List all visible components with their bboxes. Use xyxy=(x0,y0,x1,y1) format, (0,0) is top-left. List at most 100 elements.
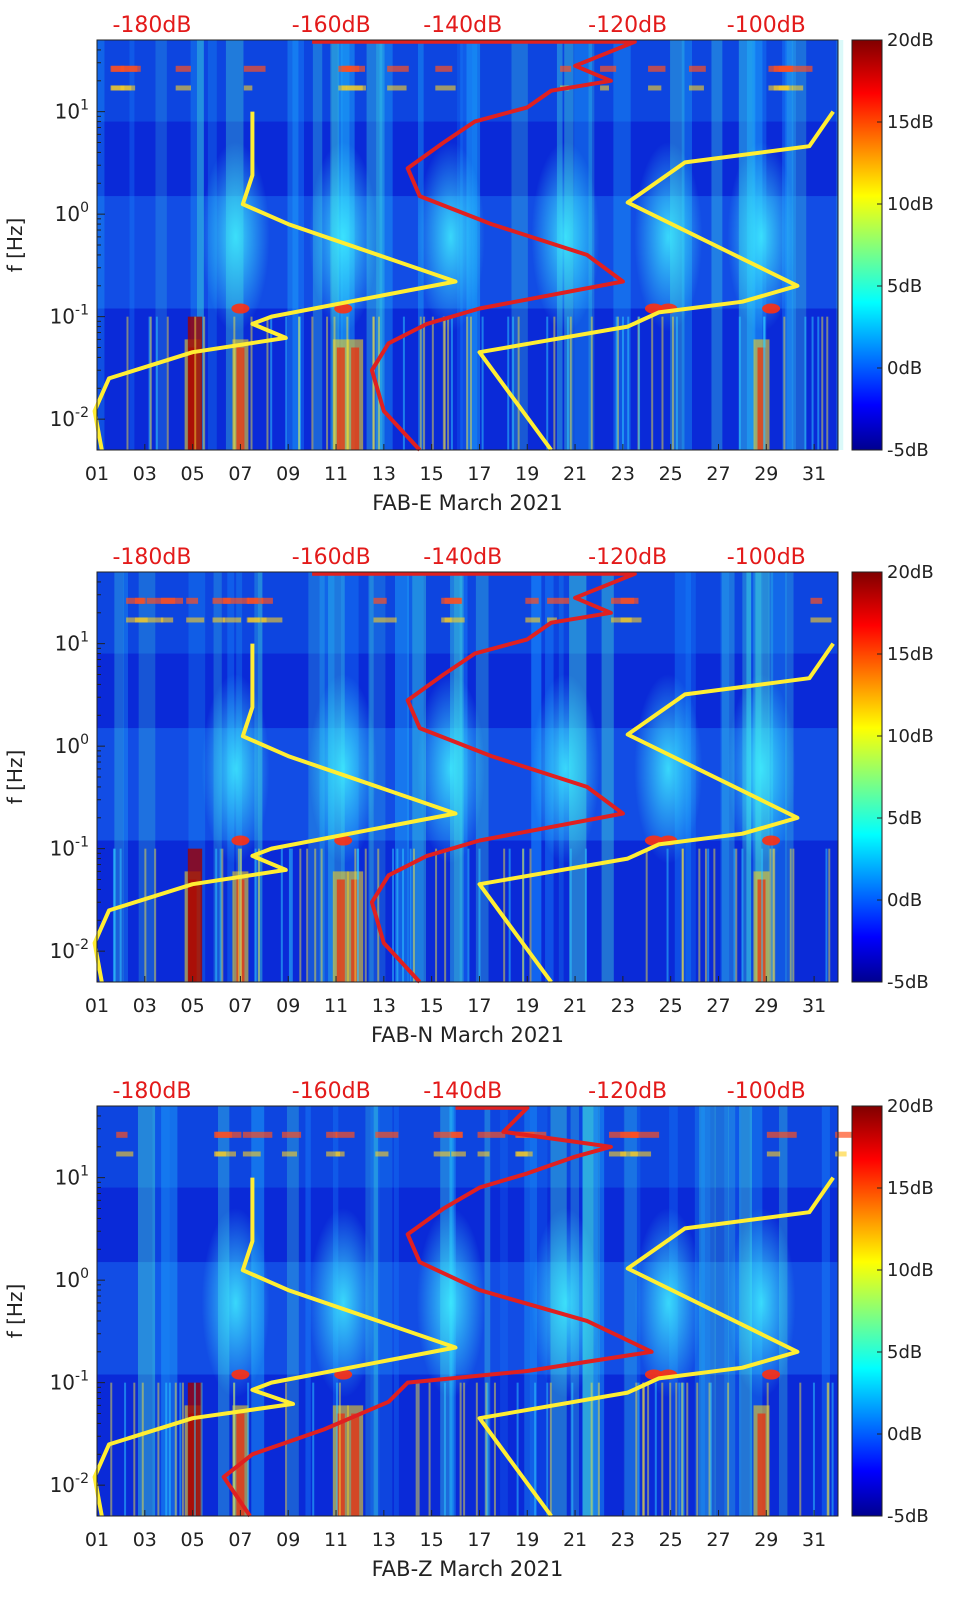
x-tick-label: 11 xyxy=(324,1529,348,1551)
y-tick-label: 101 xyxy=(55,630,89,656)
series-line-red xyxy=(312,39,637,452)
x-tick-label: 25 xyxy=(659,995,683,1017)
series-line-yellow xyxy=(92,111,458,451)
x-tick-label: 27 xyxy=(706,463,730,485)
colorbar xyxy=(851,39,883,451)
x-tick-label: 31 xyxy=(802,995,826,1017)
series-line-yellow xyxy=(92,643,458,983)
top-db-tick-label: -180dB xyxy=(112,1079,191,1104)
x-tick-label: 05 xyxy=(181,463,205,485)
x-tick-label: 29 xyxy=(754,995,778,1017)
top-db-tick-label: -120dB xyxy=(588,1079,667,1104)
heatmap-image xyxy=(97,572,838,982)
series-line-yellow xyxy=(477,110,835,452)
top-db-tick-label: -100dB xyxy=(727,13,806,38)
colorbar-tick-label: -5dB xyxy=(887,1506,929,1527)
colorbar-tick-label: 10dB xyxy=(887,726,934,747)
x-tick-label: 21 xyxy=(563,1529,587,1551)
x-tick-label: 11 xyxy=(324,463,348,485)
x-axis-label: FAB-N March 2021 xyxy=(371,1023,564,1047)
y-tick-label: 10-1 xyxy=(50,303,89,329)
x-tick-label: 31 xyxy=(802,463,826,485)
y-tick-label: 10-2 xyxy=(50,937,89,963)
series-line-yellow xyxy=(92,1177,458,1517)
series-line-yellow xyxy=(477,1176,835,1518)
heatmap-image xyxy=(97,1106,858,1516)
top-db-tick-label: -100dB xyxy=(727,545,806,570)
colorbar-tick-label: 0dB xyxy=(887,358,922,379)
y-tick-label: 10-1 xyxy=(50,835,89,861)
series-line-yellow xyxy=(477,642,835,984)
top-db-tick-label: -180dB xyxy=(112,545,191,570)
y-axis-label: f [Hz] xyxy=(3,1284,27,1339)
top-db-tick-label: -140dB xyxy=(423,13,502,38)
x-tick-label: 01 xyxy=(85,463,109,485)
x-tick-label: 01 xyxy=(85,995,109,1017)
colorbar-tick-label: 20dB xyxy=(887,1096,934,1117)
x-axis-label: FAB-Z March 2021 xyxy=(372,1557,564,1581)
x-tick-label: 13 xyxy=(372,463,396,485)
top-db-tick-label: -160dB xyxy=(292,1079,371,1104)
series-line-red xyxy=(221,1105,654,1518)
y-tick-label: 10-1 xyxy=(50,1369,89,1395)
colorbar-tick-label: 20dB xyxy=(887,30,934,51)
x-tick-label: 23 xyxy=(611,995,635,1017)
series-line-red xyxy=(312,571,637,984)
colorbar-tick-label: -5dB xyxy=(887,440,929,461)
colorbar-tick-label: 0dB xyxy=(887,890,922,911)
x-tick-label: 29 xyxy=(754,463,778,485)
x-tick-label: 29 xyxy=(754,1529,778,1551)
x-tick-label: 17 xyxy=(467,995,491,1017)
colorbar-tick-label: -5dB xyxy=(887,972,929,993)
colorbar-tick-label: 15dB xyxy=(887,1178,934,1199)
colorbar-tick-label: 10dB xyxy=(887,1260,934,1281)
top-db-tick-label: -160dB xyxy=(292,545,371,570)
heatmap-image xyxy=(97,40,844,450)
x-tick-label: 09 xyxy=(276,1529,300,1551)
colorbar-tick-label: 20dB xyxy=(887,562,934,583)
y-axis-label: f [Hz] xyxy=(3,218,27,273)
x-tick-label: 11 xyxy=(324,995,348,1017)
spectrogram-panel: 01 03 05 07 09 11 13 15 17 19 21 23 25 27 29 31 FAB-E Ma… xyxy=(3,13,934,515)
y-tick-label: 10-2 xyxy=(50,1471,89,1497)
colorbar-tick-label: 15dB xyxy=(887,112,934,133)
x-tick-label: 15 xyxy=(420,463,444,485)
y-tick-label: 10-2 xyxy=(50,405,89,431)
x-tick-label: 19 xyxy=(515,995,539,1017)
x-tick-label: 13 xyxy=(372,995,396,1017)
colorbar xyxy=(851,571,883,983)
x-tick-label: 09 xyxy=(276,995,300,1017)
x-tick-label: 07 xyxy=(228,463,252,485)
x-tick-label: 03 xyxy=(133,463,157,485)
top-db-tick-label: -140dB xyxy=(423,545,502,570)
x-tick-label: 19 xyxy=(515,1529,539,1551)
x-tick-label: 17 xyxy=(467,1529,491,1551)
x-tick-label: 19 xyxy=(515,463,539,485)
top-db-tick-label: -160dB xyxy=(292,13,371,38)
x-tick-label: 05 xyxy=(181,995,205,1017)
colorbar-tick-label: 5dB xyxy=(887,1342,922,1363)
y-tick-label: 100 xyxy=(55,1266,89,1292)
y-tick-label: 101 xyxy=(55,1164,89,1190)
x-tick-label: 03 xyxy=(133,1529,157,1551)
x-tick-label: 03 xyxy=(133,995,157,1017)
colorbar-tick-label: 10dB xyxy=(887,194,934,215)
top-db-tick-label: -120dB xyxy=(588,13,667,38)
x-tick-label: 21 xyxy=(563,463,587,485)
x-tick-label: 15 xyxy=(420,995,444,1017)
x-tick-label: 07 xyxy=(228,995,252,1017)
x-tick-label: 21 xyxy=(563,995,587,1017)
colorbar xyxy=(851,1105,883,1517)
top-db-tick-label: -120dB xyxy=(588,545,667,570)
x-tick-label: 27 xyxy=(706,995,730,1017)
x-axis-label: FAB-E March 2021 xyxy=(372,491,563,515)
spectrogram-panel: 01 03 05 07 09 11 13 15 17 19 21 23 25 27 29 31 FAB-Z Ma… xyxy=(3,1079,934,1581)
spectrogram-panel: 01 03 05 07 09 11 13 15 17 19 21 23 25 27 29 31 FAB-N Ma… xyxy=(3,545,934,1047)
colorbar-tick-label: 15dB xyxy=(887,644,934,665)
top-db-tick-label: -180dB xyxy=(112,13,191,38)
colorbar-tick-label: 0dB xyxy=(887,1424,922,1445)
x-tick-label: 09 xyxy=(276,463,300,485)
top-db-tick-label: -140dB xyxy=(423,1079,502,1104)
